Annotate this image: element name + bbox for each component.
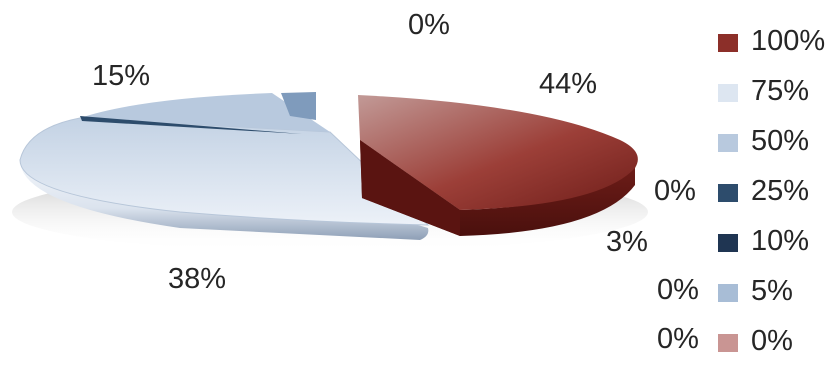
legend-swatch xyxy=(718,34,738,52)
legend-item: 100% xyxy=(712,22,832,72)
chart: 0% 44% 15% 0% 3% 38% 0% 0% 100% 75% 50% … xyxy=(12,9,825,356)
legend-swatch xyxy=(718,134,738,152)
data-label: 15% xyxy=(92,60,151,92)
legend-item: 5% xyxy=(712,272,832,322)
data-label: 0% xyxy=(408,9,450,41)
legend-label: 25% xyxy=(751,175,810,207)
data-label: 0% xyxy=(657,323,699,355)
legend-item: 0% xyxy=(712,322,832,372)
legend-item: 10% xyxy=(712,222,832,272)
legend-label: 5% xyxy=(751,275,793,307)
data-label: 0% xyxy=(654,175,696,207)
data-label: 38% xyxy=(168,263,227,295)
legend-item: 25% xyxy=(712,172,832,222)
pie-slice-25 xyxy=(80,116,302,134)
legend-label: 10% xyxy=(751,225,810,257)
legend-swatch xyxy=(718,184,738,202)
pie-slice-100-edge xyxy=(360,140,460,236)
legend-swatch xyxy=(718,234,738,252)
legend-label: 75% xyxy=(751,75,810,107)
legend-swatch xyxy=(718,284,738,302)
pie-slice-75-top xyxy=(19,117,430,226)
legend-label: 0% xyxy=(751,325,793,357)
legend-swatch xyxy=(718,84,738,102)
legend-item: 75% xyxy=(712,72,832,122)
legend-swatch xyxy=(718,334,738,352)
data-label: 44% xyxy=(539,68,598,100)
legend: 100% 75% 50% 25% 10% 5% 0% xyxy=(712,22,832,372)
data-label: 3% xyxy=(606,226,648,258)
legend-label: 100% xyxy=(751,25,826,57)
legend-label: 50% xyxy=(751,125,810,157)
pie-slice-100 xyxy=(358,95,638,210)
pie-slice-10 xyxy=(281,92,316,120)
legend-item: 50% xyxy=(712,122,832,172)
data-label: 0% xyxy=(657,274,699,306)
pie-chart-plot xyxy=(12,92,648,252)
pie-slice-50 xyxy=(80,93,330,132)
